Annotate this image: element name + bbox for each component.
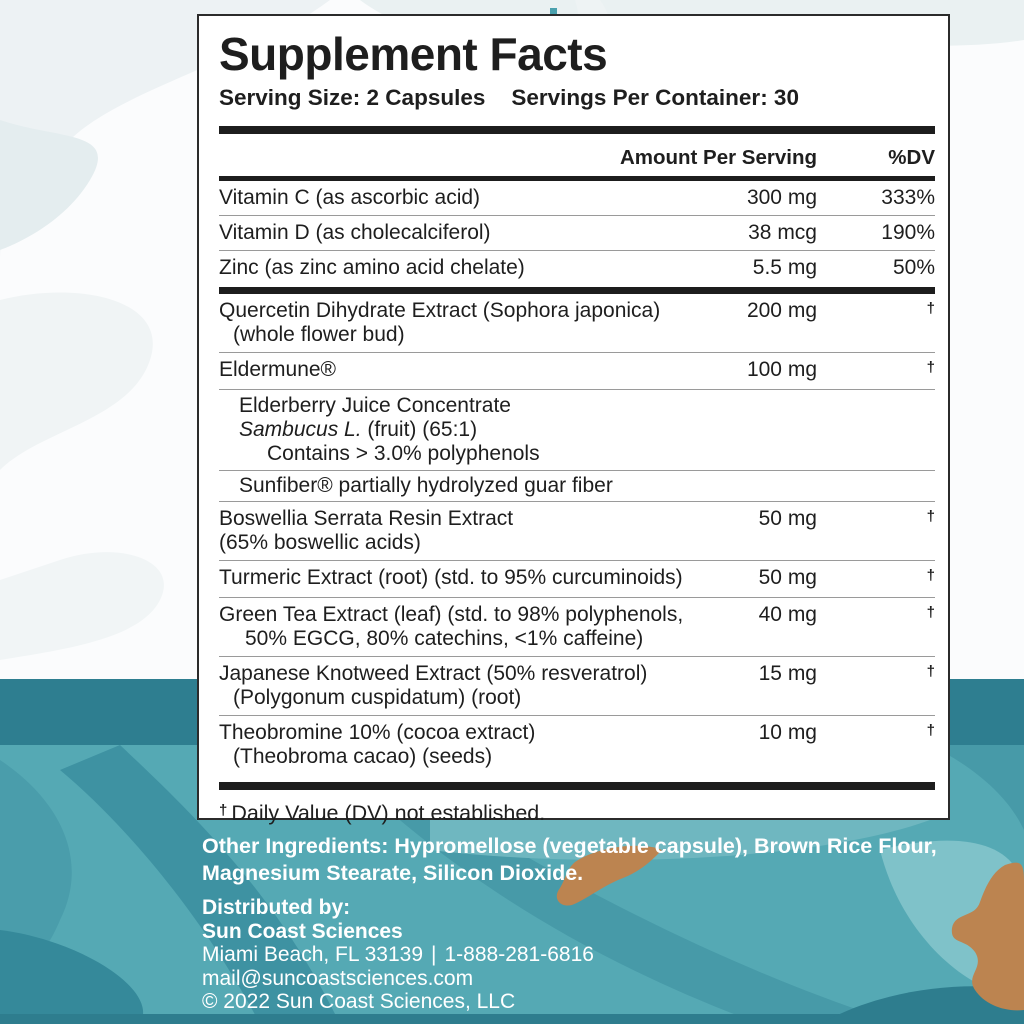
amount-value: 100 mg [746, 357, 817, 381]
table-header: Amount Per Serving %DV [219, 134, 935, 176]
table-row-eldermune: Eldermune® 100 mg † [219, 353, 935, 389]
table-row-quercetin: Quercetin Dihydrate Extract (Sophora jap… [219, 294, 935, 352]
servings-per-container: Servings Per Container: 30 [511, 85, 799, 110]
header-dv: %DV [888, 146, 935, 169]
amount-value: 10 mg [758, 720, 817, 744]
dv-value: 190% [881, 220, 935, 244]
dv-value: † [817, 721, 935, 747]
table-row-green-tea: Green Tea Extract (leaf) (std. to 98% po… [219, 598, 935, 656]
table-row-boswellia: Boswellia Serrata Resin Extract (65% bos… [219, 502, 935, 560]
dagger-symbol: † [926, 358, 935, 376]
dv-value: † [817, 662, 935, 688]
row-divider [219, 500, 935, 502]
sub-ingredient: Elderberry Juice Concentrate [239, 393, 511, 417]
other-ingredients-text: Other Ingredients: Hypromellose (vegetab… [202, 834, 937, 885]
dagger-symbol: † [926, 721, 935, 739]
amount-value: 15 mg [758, 661, 817, 685]
dagger-symbol: † [926, 507, 935, 525]
ingredient-name: Vitamin C (as ascorbic acid) [219, 185, 481, 209]
ingredient-name: Zinc (as zinc amino acid chelate) [219, 255, 525, 279]
address-phone-line: Miami Beach, FL 33139 | 1-888-281-6816 [202, 943, 802, 967]
address: Miami Beach, FL 33139 [202, 943, 424, 966]
ingredient-name: Theobromine 10% (cocoa extract) (Theobro… [219, 720, 536, 768]
amount-value: 40 mg [758, 602, 817, 626]
phone-number: 1-888-281-6816 [444, 943, 594, 966]
dagger-symbol: † [219, 801, 228, 819]
row-divider [219, 596, 935, 598]
distributor-block: Distributed by: Sun Coast Sciences Miami… [202, 896, 802, 1014]
serving-size: Serving Size: 2 Capsules [219, 85, 486, 110]
divider-thick [219, 286, 935, 294]
ingredient-name: Vitamin D (as cholecalciferol) [219, 220, 491, 244]
row-divider [219, 714, 935, 716]
eldermune-sub-ingredients: Elderberry Juice Concentrate Sambucus L.… [219, 390, 935, 470]
sub-ingredient-sunfiber: Sunfiber® partially hydrolyzed guar fibe… [239, 473, 613, 497]
table-row-vitamin-d: Vitamin D (as cholecalciferol) 38 mcg 19… [219, 216, 935, 250]
latin-name: Sambucus L. [239, 417, 362, 441]
row-divider [219, 559, 935, 561]
amount-value: 300 mg [746, 185, 817, 209]
serving-info: Serving Size: 2 Capsules Servings Per Co… [219, 84, 935, 112]
panel-title: Supplement Facts [219, 28, 608, 80]
dv-value: † [817, 299, 935, 325]
supplement-facts-panel: Supplement Facts Serving Size: 2 Capsule… [197, 14, 950, 825]
row-divider [219, 214, 935, 216]
table-row-turmeric: Turmeric Extract (root) (std. to 95% cur… [219, 561, 935, 597]
dv-footnote: † Daily Value (DV) not established. [219, 800, 546, 825]
ingredient-name: Japanese Knotweed Extract (50% resveratr… [219, 661, 648, 709]
row-divider [219, 351, 935, 353]
table-row-zinc: Zinc (as zinc amino acid chelate) 5.5 mg… [219, 251, 935, 285]
amount-value: 50 mg [758, 565, 817, 589]
ingredient-name: Turmeric Extract (root) (std. to 95% cur… [219, 565, 683, 589]
dv-value: † [817, 566, 935, 592]
separator: | [431, 943, 437, 966]
copyright: © 2022 Sun Coast Sciences, LLC [202, 990, 516, 1013]
ingredient-name: Eldermune® [219, 357, 337, 381]
dagger-symbol: † [926, 662, 935, 680]
dv-value: † [817, 603, 935, 629]
sub-ingredient: Sambucus L. (fruit) (65:1) [239, 417, 478, 441]
divider-thick [219, 126, 935, 134]
row-divider [219, 388, 935, 390]
divider-thick [219, 176, 935, 181]
sub-ingredient: Contains > 3.0% polyphenols [267, 441, 540, 465]
divider-thick [219, 781, 935, 790]
dv-value: 333% [881, 185, 935, 209]
dagger-symbol: † [926, 299, 935, 317]
row-divider [219, 469, 935, 471]
amount-value: 38 mcg [748, 220, 817, 244]
email: mail@suncoastsciences.com [202, 966, 474, 990]
table-row-vitamin-c: Vitamin C (as ascorbic acid) 300 mg 333% [219, 181, 935, 215]
ingredient-name: Boswellia Serrata Resin Extract (65% bos… [219, 506, 514, 554]
company-name: Sun Coast Sciences [202, 919, 403, 943]
table-row-japanese-knotweed: Japanese Knotweed Extract (50% resveratr… [219, 657, 935, 715]
ingredient-name: Green Tea Extract (leaf) (std. to 98% po… [219, 602, 684, 650]
amount-value: 5.5 mg [752, 255, 817, 279]
dv-value: 50% [892, 255, 935, 279]
dagger-symbol: † [926, 566, 935, 584]
table-row-theobromine: Theobromine 10% (cocoa extract) (Theobro… [219, 716, 935, 774]
header-amount: Amount Per Serving [619, 146, 817, 169]
row-divider [219, 655, 935, 657]
row-divider [219, 249, 935, 251]
amount-value: 50 mg [758, 506, 817, 530]
dv-value: † [817, 358, 935, 384]
ingredient-name: Quercetin Dihydrate Extract (Sophora jap… [219, 298, 661, 346]
dv-value: † [817, 507, 935, 533]
distributed-by-label: Distributed by: [202, 896, 351, 919]
dagger-symbol: † [926, 603, 935, 621]
amount-value: 200 mg [746, 298, 817, 322]
